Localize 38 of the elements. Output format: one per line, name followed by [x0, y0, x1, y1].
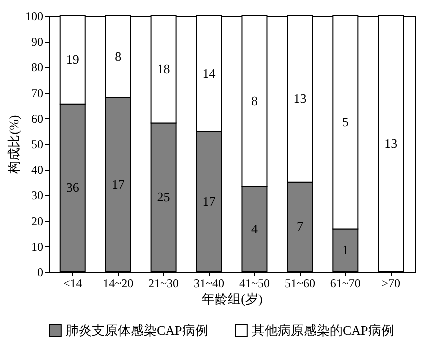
y-tick-label: 10: [32, 240, 44, 254]
annotation: 1: [342, 242, 349, 258]
y-tick-label: 70: [32, 86, 44, 100]
x-tick-label: 21~30: [148, 276, 180, 290]
x-tick-label: 61~70: [330, 276, 361, 290]
annotation: 8: [115, 48, 122, 64]
x-tick-label: 31~40: [194, 276, 225, 290]
annotation: 7: [296, 219, 304, 234]
y-tick-label: 20: [32, 214, 44, 228]
y-tick-label: 40: [32, 163, 44, 178]
x-tick-label: >70: [382, 276, 401, 290]
x-axis-title: 年龄组(岁): [202, 292, 263, 306]
annotation: 17: [202, 194, 216, 209]
x-tick-label: 41~50: [239, 276, 270, 290]
legend-label: 其他病原感染的CAP病例: [252, 322, 394, 338]
annotation: 14: [202, 66, 216, 81]
x-tick-label: 51~60: [284, 276, 316, 290]
annotation: 25: [157, 190, 170, 205]
y-tick-label: 0: [38, 266, 44, 280]
y-tick-label: 50: [32, 138, 44, 152]
annotation: 19: [66, 52, 80, 68]
y-tick-label: 100: [26, 10, 44, 24]
y-tick-label: 90: [32, 35, 44, 50]
y-tick-label: 80: [32, 60, 44, 75]
annotation: 18: [157, 62, 170, 77]
x-tick-label: <14: [63, 276, 82, 290]
annotation: 5: [342, 114, 349, 130]
annotation: 13: [384, 136, 398, 151]
y-tick-label: 60: [32, 112, 44, 126]
annotation: 13: [294, 91, 307, 106]
y-axis-title: 构成比(%): [6, 115, 22, 175]
annotation: 4: [251, 221, 258, 236]
x-tick-label: 14~20: [103, 276, 134, 290]
annotation: 17: [112, 176, 126, 192]
y-tick-label: 30: [32, 188, 44, 203]
legend-label: 肺炎支原体感染CAP病例: [66, 322, 208, 338]
annotation: 36: [66, 180, 80, 196]
annotation: 8: [251, 93, 258, 108]
